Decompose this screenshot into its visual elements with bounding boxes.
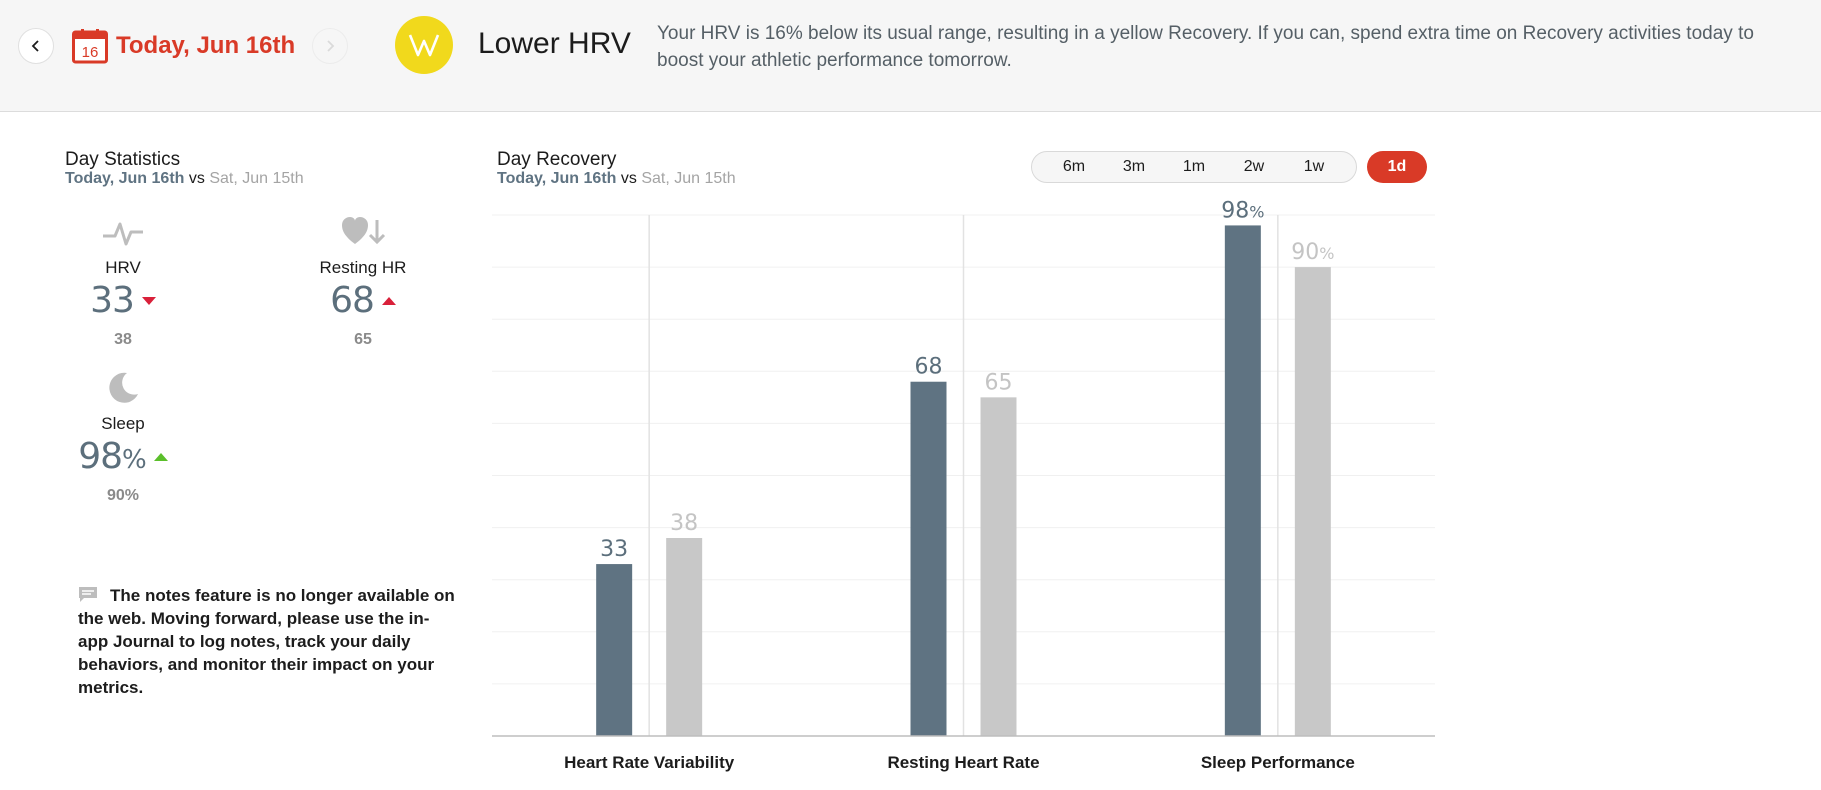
day-statistics-subtitle: Today, Jun 16th vs Sat, Jun 15th	[65, 170, 304, 188]
range-2w-button[interactable]: 2w	[1243, 158, 1265, 175]
bar	[666, 538, 703, 736]
stat-resting-hr: Resting HR 68 65	[283, 214, 443, 349]
previous-date: Sat, Jun 15th	[641, 170, 736, 187]
stat-previous-value: 90%	[106, 487, 140, 504]
category-label: Sleep Performance	[1201, 753, 1355, 772]
day-recovery-chart: 33 38 Heart Rate Variability 68 65 Resting He…	[492, 198, 1435, 772]
recovery-message: Your HRV is 16% below its usual range, r…	[657, 23, 1754, 71]
range-selector: 6m 3m 1m 2w 1w	[1031, 151, 1357, 183]
chevron-left-icon	[31, 40, 39, 52]
stat-hrv: HRV 33 38	[43, 214, 203, 349]
recovery-headline: Lower HRV	[478, 27, 631, 60]
category-label: Resting Heart Rate	[887, 753, 1039, 772]
stat-value: 68	[330, 280, 375, 321]
stat-previous-value: 38	[114, 331, 132, 348]
today-date: Today, Jun 16th	[65, 170, 185, 187]
heart-down-arrow-icon	[342, 217, 386, 245]
bar-value-label: 98%	[1221, 198, 1264, 223]
stat-previous-value: 65	[354, 331, 372, 348]
vs-label: vs	[188, 170, 205, 187]
comment-icon	[79, 587, 97, 602]
previous-day-button[interactable]	[18, 28, 54, 64]
bar	[980, 397, 1017, 736]
day-recovery-subtitle: Today, Jun 16th vs Sat, Jun 15th	[497, 170, 736, 188]
range-3m-button[interactable]: 3m	[1122, 158, 1146, 175]
trend-up-icon	[153, 452, 168, 461]
notes-text: The notes feature is no longer available…	[78, 586, 455, 697]
date-title[interactable]: Today, Jun 16th	[116, 32, 296, 59]
bar-value-label: 68	[915, 355, 943, 380]
bar	[910, 381, 947, 736]
range-1m-button[interactable]: 1m	[1182, 158, 1206, 175]
trend-down-icon	[141, 296, 156, 305]
moon-icon	[109, 372, 138, 403]
bar	[596, 564, 633, 736]
bar-value-label: 90%	[1291, 240, 1334, 265]
range-6m-button[interactable]: 6m	[1062, 158, 1086, 175]
day-recovery-title: Day Recovery	[497, 149, 617, 170]
calendar-icon[interactable]: 16	[72, 28, 108, 64]
whoop-logo-icon	[395, 16, 453, 74]
range-1w-button[interactable]: 1w	[1303, 158, 1325, 175]
bar-value-label: 33	[600, 537, 628, 562]
trend-up-icon	[381, 296, 396, 305]
previous-date: Sat, Jun 15th	[209, 170, 304, 187]
bar	[1224, 225, 1261, 737]
vs-label: vs	[620, 170, 637, 187]
day-statistics-title: Day Statistics	[65, 149, 181, 170]
stat-label: Sleep	[101, 414, 145, 433]
stat-sleep: Sleep 98% 90%	[43, 370, 203, 505]
chevron-right-icon	[327, 40, 335, 52]
stat-value: 98%	[78, 436, 147, 477]
category-label: Heart Rate Variability	[564, 753, 735, 772]
stat-value: 33	[90, 280, 135, 321]
hrv-pulse-icon	[103, 222, 143, 246]
header-bar: 16 Today, Jun 16th Lower HRV Your HRV is…	[0, 0, 1821, 112]
bar-value-label: 38	[670, 511, 698, 536]
stat-label: Resting HR	[319, 258, 407, 277]
range-1d-button[interactable]: 1d	[1367, 151, 1427, 183]
bar-value-label: 65	[985, 370, 1013, 395]
calendar-day: 16	[82, 44, 99, 61]
notes-message: The notes feature is no longer available…	[78, 584, 458, 699]
today-date: Today, Jun 16th	[497, 170, 617, 187]
stat-label: HRV	[105, 258, 141, 277]
bar	[1294, 267, 1331, 736]
next-day-button[interactable]	[312, 28, 348, 64]
